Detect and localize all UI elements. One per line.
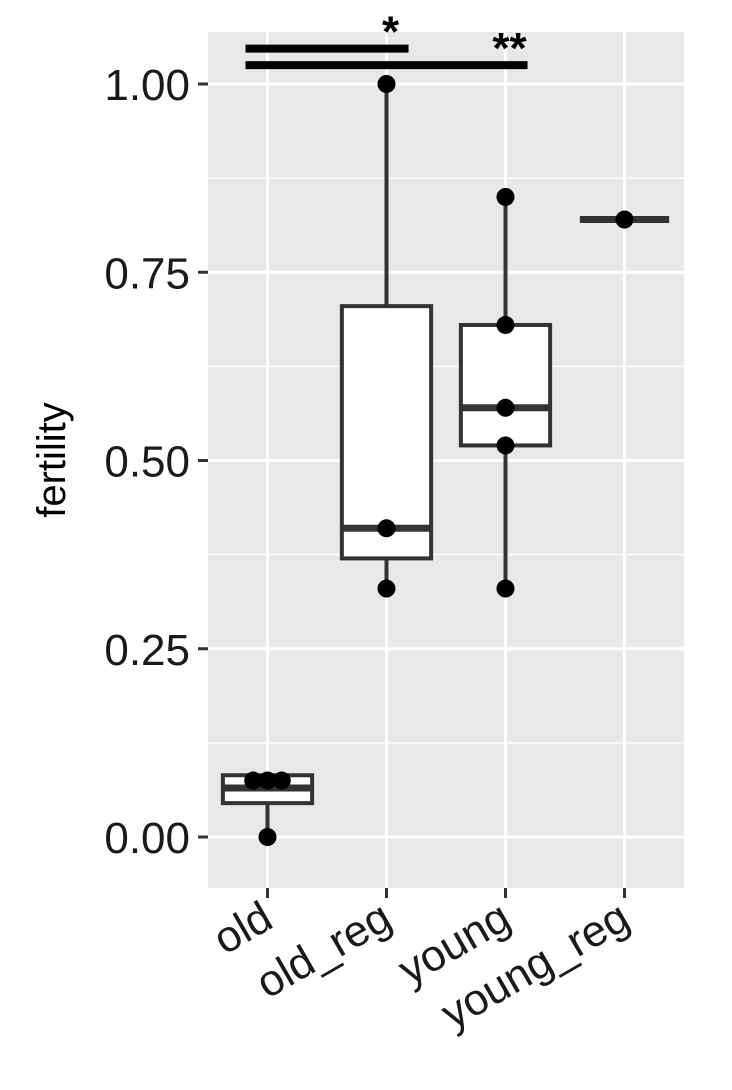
- y-tick-label: 0.50: [104, 438, 190, 487]
- data-point: [258, 771, 277, 790]
- y-tick-label: 1.00: [104, 61, 190, 110]
- box-body: [458, 322, 553, 448]
- data-point: [496, 398, 515, 417]
- data-point: [377, 75, 396, 93]
- significance-bracket: *: [245, 8, 409, 57]
- y-axis-title: fertility: [30, 402, 74, 518]
- data-point: [496, 315, 515, 334]
- significance-label: *: [382, 8, 400, 57]
- significance-label: **: [492, 24, 527, 73]
- data-point: [496, 187, 515, 206]
- y-tick-label: 0.00: [104, 814, 190, 863]
- data-point: [615, 210, 634, 229]
- y-tick-label: 0.25: [104, 626, 190, 675]
- data-point: [272, 771, 291, 790]
- y-tick-label: 0.75: [104, 249, 190, 298]
- data-point: [496, 436, 515, 455]
- data-point: [377, 579, 396, 598]
- data-point: [496, 579, 515, 598]
- data-points: [244, 75, 634, 846]
- box-body: [339, 304, 434, 561]
- significance-brackets: * **: [245, 8, 528, 73]
- data-point: [244, 771, 263, 790]
- significance-bracket: **: [245, 24, 528, 73]
- data-point: [258, 828, 277, 846]
- data-point: [377, 519, 396, 538]
- x-tick-label: old_reg: [248, 892, 400, 1008]
